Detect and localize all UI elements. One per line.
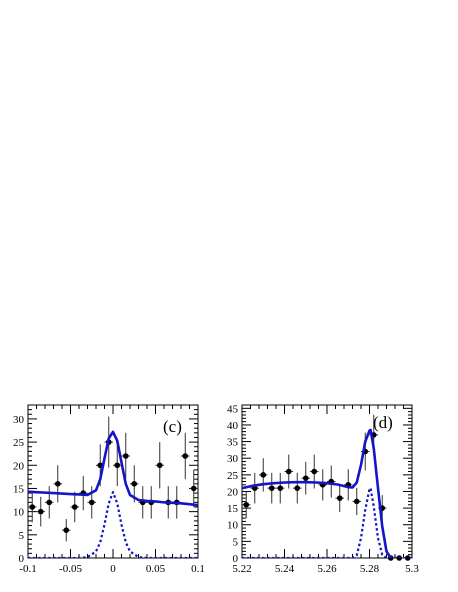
y-tick-label: 30: [13, 414, 25, 426]
x-tick-label: 5.26: [317, 563, 337, 575]
data-points: [242, 415, 412, 561]
data-point: [337, 495, 343, 501]
data-point: [131, 481, 137, 487]
y-tick-label: 5: [19, 530, 25, 542]
y-tick-label: 25: [227, 470, 239, 482]
data-point: [72, 504, 78, 510]
data-point: [182, 453, 188, 459]
data-point: [243, 502, 249, 508]
data-point: [277, 485, 283, 491]
data-point: [354, 499, 360, 505]
total-fit-curve: [242, 430, 391, 558]
data-point: [191, 486, 197, 492]
data-point: [63, 527, 69, 533]
panel-label: (c): [163, 417, 182, 436]
y-tick-label: 10: [13, 507, 25, 519]
y-tick-label: 40: [227, 420, 239, 432]
y-tick-label: 20: [13, 460, 25, 472]
y-tick-label: 45: [227, 403, 239, 415]
data-point: [114, 462, 120, 468]
x-tick-label: 5.24: [275, 563, 295, 575]
data-point: [123, 453, 129, 459]
data-point: [157, 462, 163, 468]
data-point: [89, 500, 95, 506]
x-tick-label: 5.28: [360, 563, 380, 575]
y-tick-label: 0: [233, 553, 239, 565]
panel-label: (d): [373, 413, 393, 432]
x-tick-label: 0.1: [191, 563, 205, 575]
y-tick-label: 35: [227, 437, 239, 449]
data-point: [269, 485, 275, 491]
x-tick-label: 0.05: [146, 563, 166, 575]
total-fit-curve: [28, 432, 198, 505]
x-tick-label: 0: [110, 563, 116, 575]
x-tick-label: -0.05: [59, 563, 82, 575]
data-point: [260, 472, 266, 478]
y-tick-label: 10: [227, 520, 239, 532]
data-point: [311, 469, 317, 475]
data-point: [303, 475, 309, 481]
data-point: [286, 469, 292, 475]
y-tick-label: 0: [19, 553, 25, 565]
y-tick-label: 5: [233, 536, 239, 548]
data-point: [294, 485, 300, 491]
data-point: [29, 504, 35, 510]
y-tick-label: 15: [13, 483, 25, 495]
y-tick-label: 15: [227, 503, 239, 515]
data-point: [46, 500, 52, 506]
y-tick-label: 30: [227, 453, 239, 465]
x-tick-label: 5.3: [405, 563, 419, 575]
data-point: [55, 481, 61, 487]
data-point: [38, 509, 44, 515]
y-tick-label: 20: [227, 486, 239, 498]
y-tick-label: 25: [13, 437, 25, 449]
